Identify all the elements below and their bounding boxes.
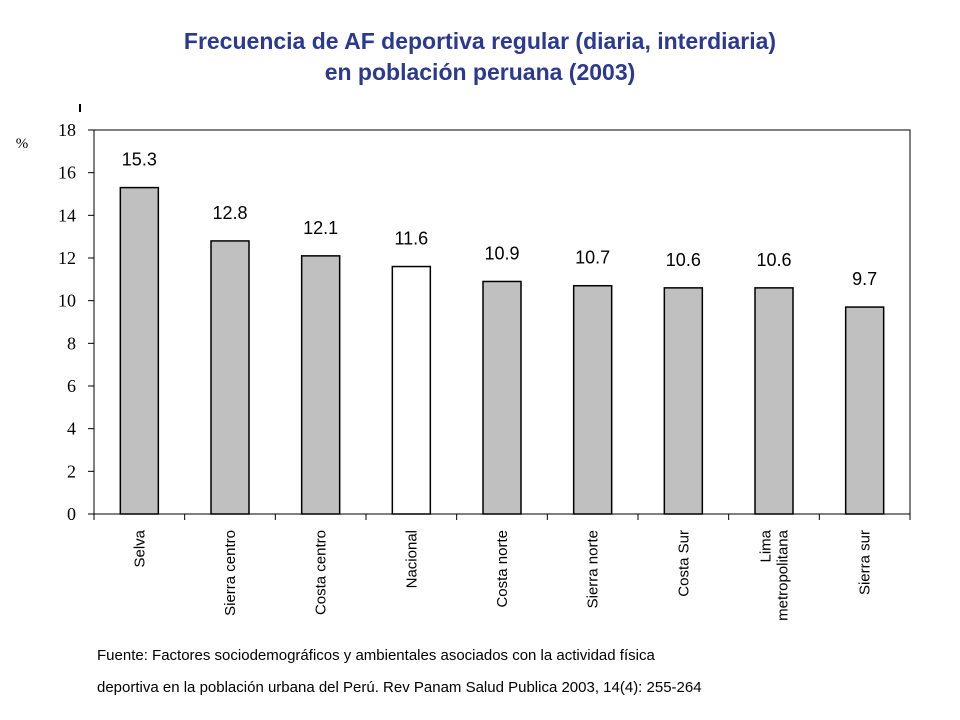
data-label: 12.8	[212, 203, 247, 223]
data-label: 15.3	[122, 150, 157, 170]
chart-title-line-2: en población peruana (2003)	[324, 59, 636, 85]
source-line-1: Fuente: Factores sociodemográficos y amb…	[97, 647, 655, 664]
data-label: 10.7	[575, 248, 610, 268]
source-note: Fuente: Factores sociodemográficos y amb…	[97, 640, 702, 704]
data-label: 10.6	[666, 250, 701, 270]
source-line-2: deportiva en la población urbana del Per…	[97, 679, 702, 696]
x-category-label: Costa centro	[313, 530, 330, 615]
bar	[391, 265, 432, 515]
x-category-label: Sierra centro	[222, 530, 239, 616]
bar-chart: % 0 2 4 6 8 10 12 14 16 18 15.3 Selva 12.8 Sierra cent…	[16, 104, 911, 621]
x-category-label: Nacional	[403, 530, 420, 588]
x-category-label: Costa norte	[494, 530, 511, 608]
bar	[210, 240, 250, 515]
data-label: 12.1	[303, 218, 338, 238]
y-tick-label: 14	[58, 205, 76, 225]
bar	[754, 287, 794, 515]
data-label: 11.6	[394, 229, 428, 249]
bar	[572, 284, 613, 515]
data-label: 10.9	[484, 243, 519, 263]
chart-title: Frecuencia de AF deportiva regular (diar…	[0, 26, 960, 88]
x-category-label: Sierra norte	[585, 530, 602, 608]
y-tick-label: 8	[67, 333, 76, 353]
data-label: 9.7	[852, 269, 877, 289]
x-category-label: Selva	[131, 529, 148, 567]
data-label: 10.6	[756, 250, 791, 270]
bar	[300, 255, 341, 515]
y-tick-label: 16	[58, 163, 76, 183]
y-tick-label: 18	[58, 120, 76, 140]
y-tick-label: 10	[58, 291, 76, 311]
bar	[119, 186, 160, 515]
x-category-label: Costa Sur	[675, 530, 692, 597]
y-tick-label: 6	[67, 376, 76, 396]
y-tick-label: 4	[67, 419, 76, 439]
bar	[844, 306, 885, 515]
y-tick-label: 0	[67, 504, 76, 524]
bar	[663, 287, 704, 515]
bar	[482, 280, 522, 515]
y-axis-label: %	[16, 136, 29, 152]
chart-title-line-1: Frecuencia de AF deportiva regular (diar…	[183, 28, 777, 54]
x-category-label: Limametropolitana	[758, 529, 792, 621]
y-tick-label: 2	[67, 461, 76, 481]
y-tick-label: 12	[58, 248, 76, 268]
x-category-label: Sierra sur	[857, 530, 874, 595]
